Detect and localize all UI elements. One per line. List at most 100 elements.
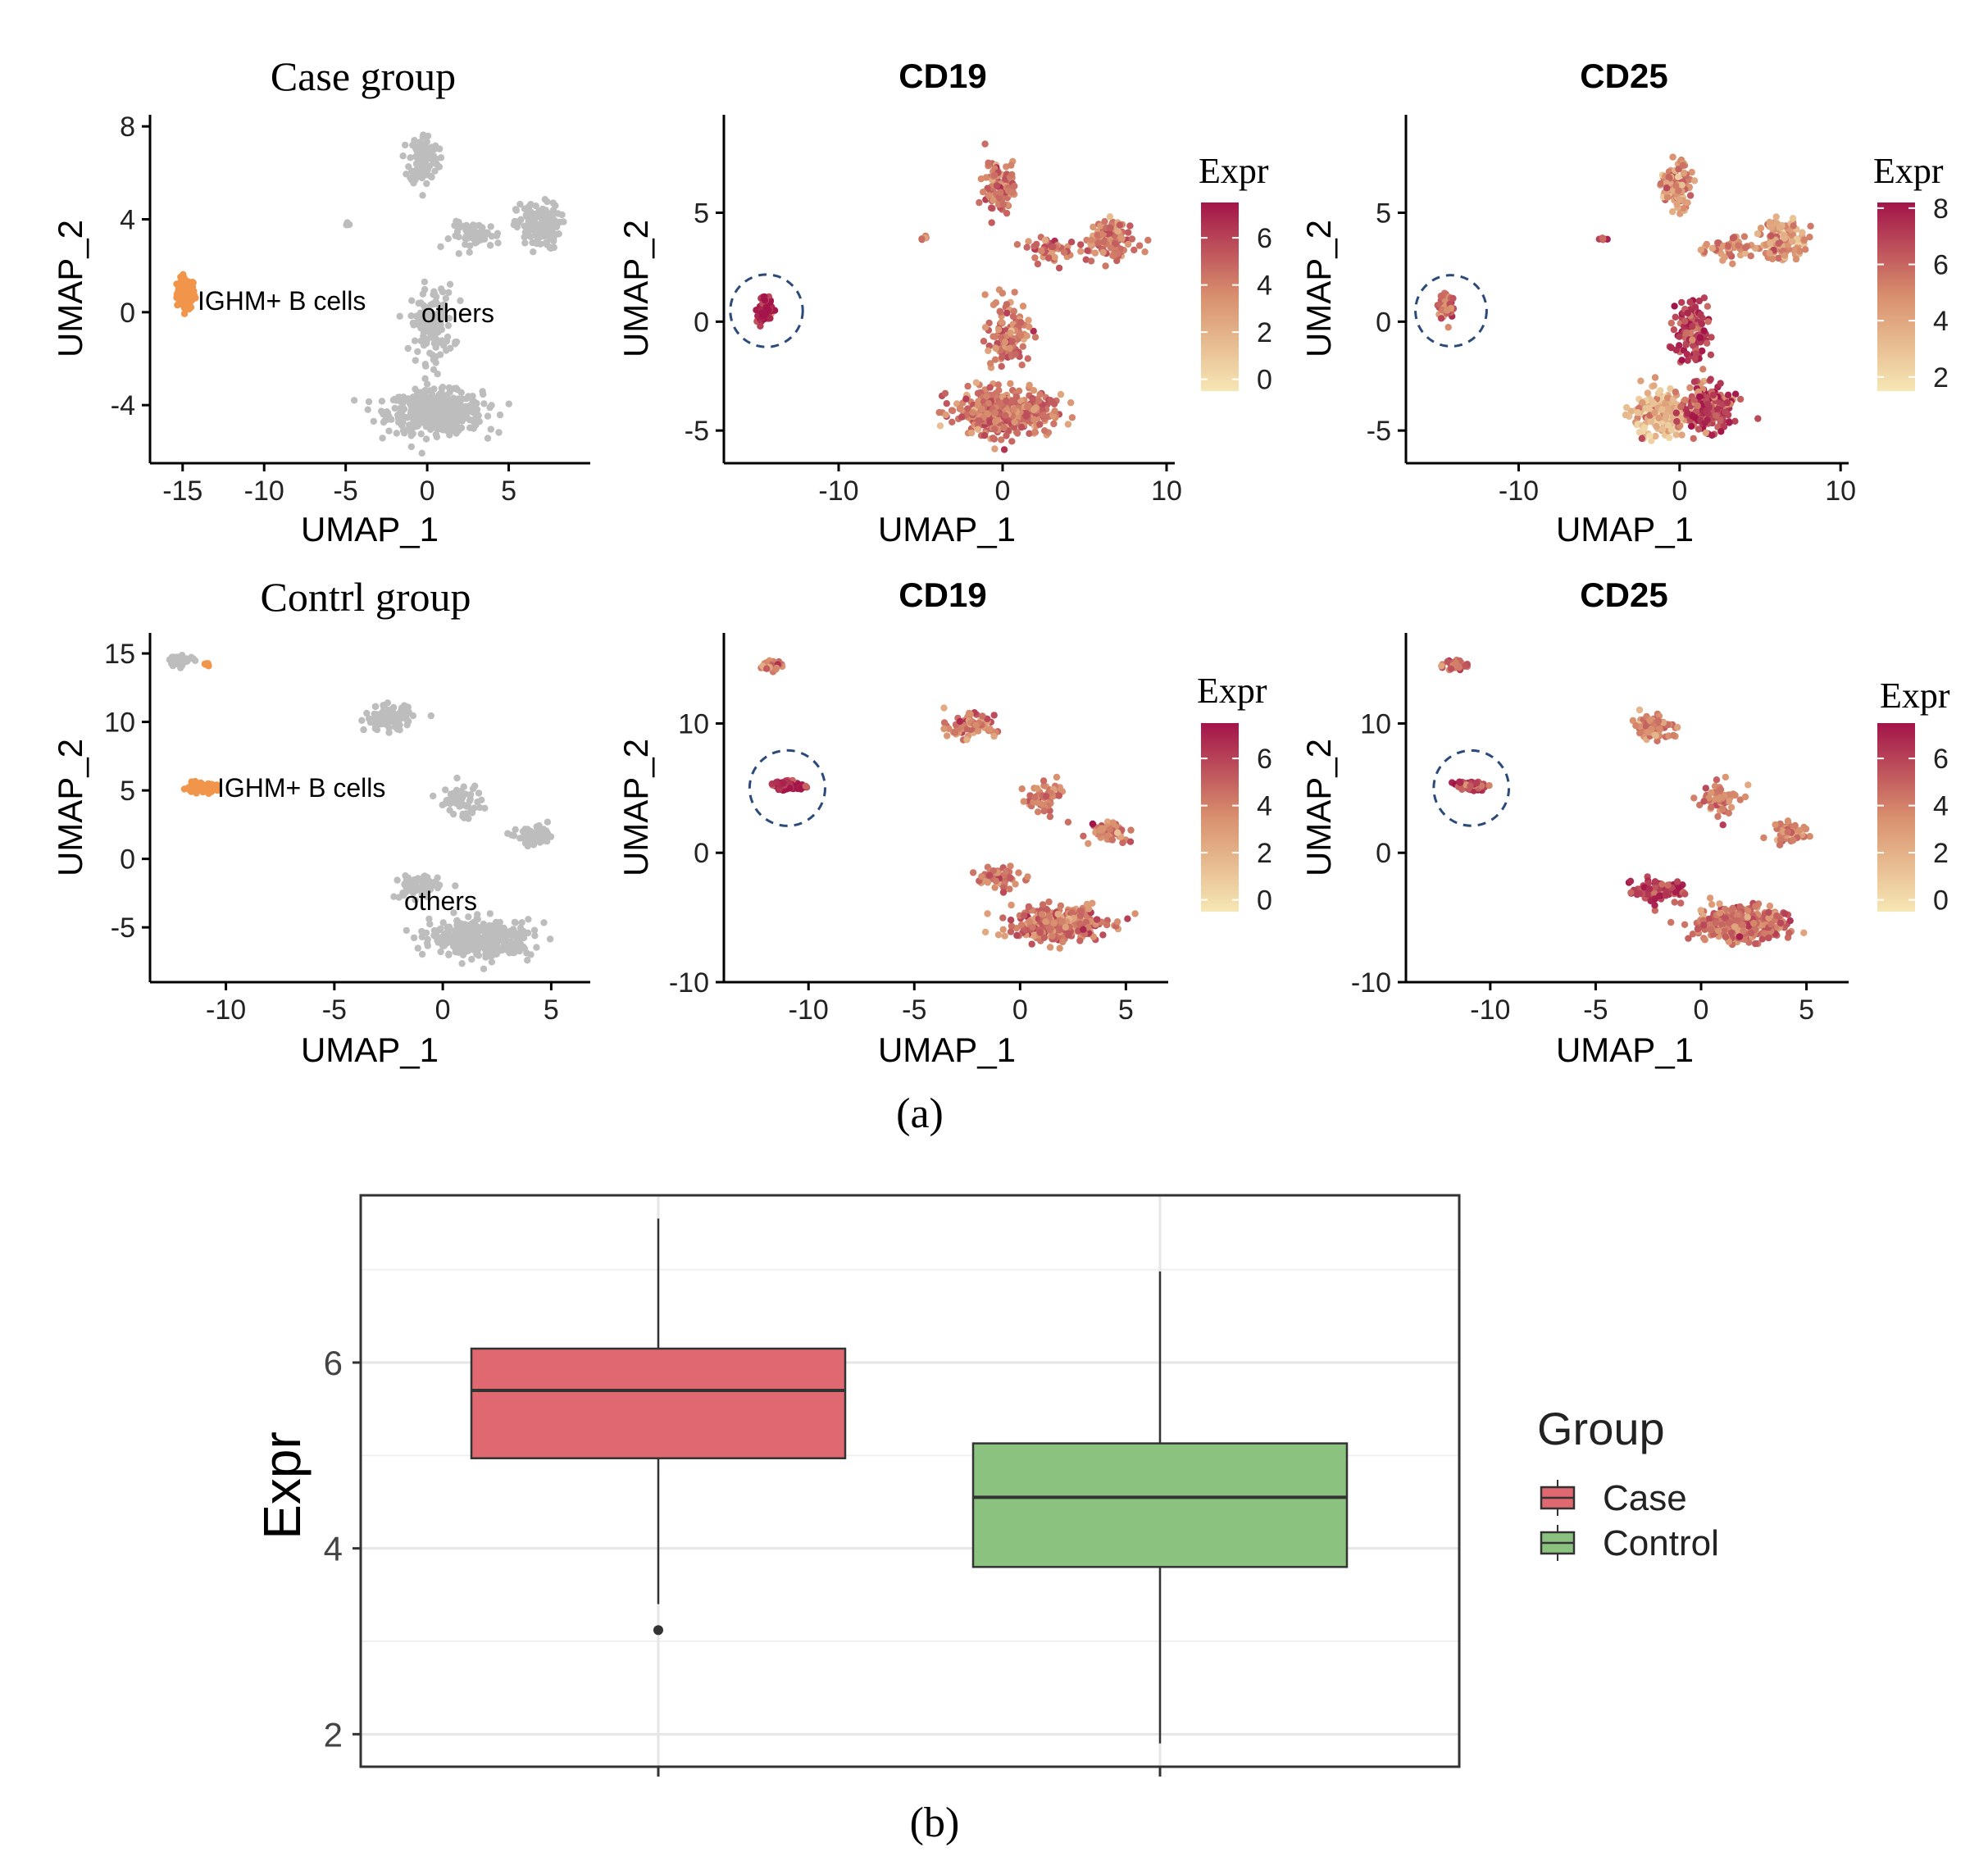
cell-point — [993, 416, 1001, 424]
cell-point — [424, 409, 431, 416]
cell-point — [1047, 397, 1054, 404]
cell-point — [1020, 798, 1028, 805]
cell-point — [1686, 192, 1695, 199]
cell-point — [421, 361, 429, 368]
cell-point — [941, 389, 949, 397]
cell-point — [1707, 351, 1715, 358]
cell-point — [510, 832, 518, 839]
x-axis-label: UMAP_1 — [301, 510, 439, 548]
cell-point — [1689, 412, 1696, 420]
cell-point — [993, 182, 1001, 189]
cell-point — [1717, 380, 1724, 387]
colorbar-tick-label: 0 — [1257, 365, 1272, 396]
cell-point — [460, 222, 468, 230]
x-tick-label: 0 — [435, 994, 451, 1026]
cell-point — [1754, 230, 1762, 238]
annotation-ighm-b-cells: IGHM+ B cells — [198, 286, 366, 316]
cell-point — [419, 158, 426, 166]
cell-point — [1772, 213, 1780, 221]
cell-point — [1010, 406, 1017, 413]
cell-point — [944, 732, 951, 739]
cell-point — [406, 399, 414, 407]
cell-point — [466, 248, 473, 256]
cell-point — [444, 235, 452, 243]
cell-point — [976, 198, 983, 207]
cell-point — [170, 653, 177, 661]
cell-point — [462, 802, 469, 809]
cell-point — [412, 385, 419, 393]
cell-point — [457, 424, 466, 432]
cell-point — [383, 412, 390, 420]
cell-point — [1006, 344, 1013, 353]
cell-point — [964, 382, 971, 390]
cell-point — [403, 876, 411, 885]
y-tick-label: 0 — [694, 307, 709, 338]
cell-point — [549, 199, 557, 207]
colorbar — [1201, 723, 1239, 912]
cell-point — [510, 221, 518, 229]
cell-point — [1099, 248, 1107, 257]
cell-point — [495, 429, 503, 436]
cell-point — [455, 218, 462, 226]
cell-point — [1683, 329, 1690, 336]
cell-point — [480, 400, 488, 407]
cell-point — [411, 876, 418, 884]
cell-point — [1003, 432, 1010, 439]
cell-point — [1789, 238, 1796, 245]
cell-point — [517, 216, 525, 223]
cell-point — [1697, 311, 1704, 318]
cell-point — [1025, 903, 1033, 911]
cell-point — [370, 417, 377, 425]
cell-point — [1108, 836, 1117, 844]
cell-point — [410, 409, 418, 416]
cell-point — [498, 946, 506, 954]
cell-point — [444, 333, 452, 341]
y-axis-label: UMAP_2 — [616, 739, 655, 876]
cell-point — [965, 709, 973, 717]
cell-point — [999, 914, 1007, 921]
cell-point — [1003, 309, 1011, 317]
cell-point — [1704, 303, 1712, 310]
cell-point — [1019, 303, 1027, 310]
cell-point — [1704, 416, 1711, 424]
cell-point — [1704, 318, 1712, 325]
cell-point — [1673, 417, 1681, 425]
cell-point — [1024, 355, 1032, 362]
cell-point — [990, 732, 998, 740]
cell-point — [1030, 387, 1038, 394]
colorbar-tick-label: 4 — [1933, 306, 1949, 337]
cell-point — [494, 239, 502, 247]
cell-point — [521, 229, 530, 236]
cell-point — [1702, 429, 1710, 437]
cell-point — [991, 333, 999, 340]
cell-point — [767, 315, 774, 322]
cell-point — [457, 389, 465, 396]
cell-point — [1024, 873, 1031, 880]
cell-point — [422, 929, 430, 937]
y-tick-label: 4 — [120, 205, 135, 236]
cell-point — [426, 349, 434, 357]
cell-point — [1001, 339, 1009, 346]
cell-point — [1030, 406, 1038, 414]
cell-point — [446, 280, 454, 288]
cell-point — [550, 243, 557, 252]
cell-point — [385, 427, 393, 435]
cell-point — [439, 919, 447, 926]
cell-point — [555, 230, 562, 238]
cell-point — [1141, 248, 1149, 256]
cell-point — [936, 422, 944, 430]
colorbar-tick-label: 8 — [1933, 193, 1949, 225]
cell-point — [990, 712, 998, 719]
cell-point — [420, 394, 427, 403]
cell-point — [1036, 421, 1044, 428]
cell-point — [1675, 187, 1682, 194]
x-tick-label: -5 — [902, 994, 926, 1026]
cell-point — [1709, 391, 1717, 399]
cell-point — [1000, 446, 1008, 453]
cell-point — [508, 932, 516, 940]
cell-point — [360, 726, 367, 734]
cell-point — [410, 934, 418, 942]
cell-point — [1807, 222, 1814, 230]
cell-point — [458, 960, 466, 967]
cell-point — [997, 189, 1004, 196]
